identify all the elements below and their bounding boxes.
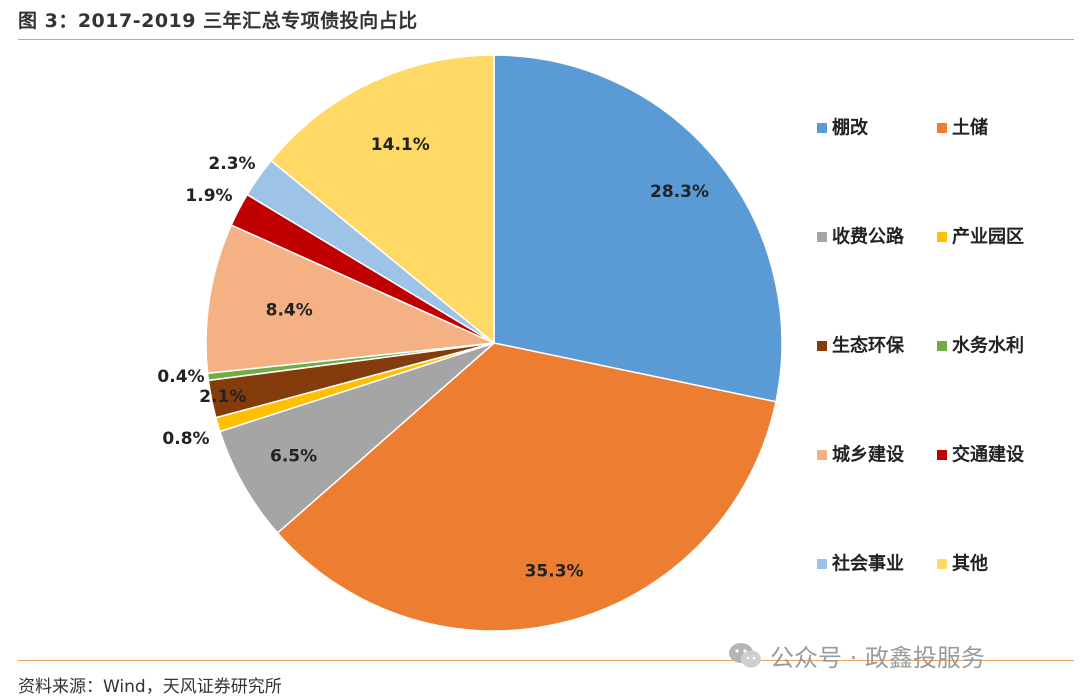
data-label-5: 2.1% — [199, 387, 246, 407]
data-label-8: 1.9% — [185, 186, 232, 206]
legend-item-1: 棚改 — [817, 117, 869, 139]
legend-item-6: 水务水利 — [937, 335, 1024, 357]
legend-swatch — [817, 559, 827, 569]
legend-label: 收费公路 — [832, 226, 905, 248]
data-label-7: 8.4% — [266, 300, 313, 320]
legend-label: 水务水利 — [952, 335, 1024, 357]
legend-item-9: 社会事业 — [817, 553, 904, 575]
data-label-6: 0.4% — [157, 367, 204, 387]
legend-label: 生态环保 — [832, 335, 905, 357]
legend-item-4: 产业园区 — [937, 226, 1024, 248]
legend-swatch — [937, 341, 947, 351]
legend-item-8: 交通建设 — [937, 444, 1024, 466]
legend-label: 社会事业 — [832, 553, 904, 575]
pie-slice-7 — [205, 224, 497, 375]
data-label-4: 0.8% — [162, 429, 209, 449]
figure-title: 图 3：2017-2019 三年汇总专项债投向占比 — [18, 10, 418, 32]
data-label-9: 2.3% — [208, 154, 255, 174]
watermark-text: 公众号 · 政鑫投服务 — [770, 644, 985, 672]
legend-label: 土储 — [952, 117, 988, 139]
legend-label: 产业园区 — [952, 226, 1024, 248]
legend-swatch — [937, 232, 947, 242]
wechat-icon — [729, 642, 761, 667]
pie-slice-1 — [493, 54, 783, 403]
legend-swatch — [817, 232, 827, 242]
legend-swatch — [817, 450, 827, 460]
pie-slice-2 — [276, 342, 777, 632]
data-label-10: 14.1% — [371, 135, 430, 155]
legend-swatch — [937, 123, 947, 133]
title-divider — [18, 39, 1074, 40]
legend-swatch — [817, 123, 827, 133]
pie-data-labels: 28.3% 35.3% 6.5% 0.8% 2.1%0.4% 8.4% 1.9% 2.3% 14… — [157, 135, 709, 581]
legend-item-10: 其他 — [937, 553, 988, 575]
legend-swatch — [937, 450, 947, 460]
watermark: 公众号 · 政鑫投服务 — [728, 638, 985, 673]
legend-swatch — [937, 559, 947, 569]
legend-label: 城乡建设 — [832, 444, 904, 466]
legend-item-2: 土储 — [937, 117, 988, 139]
legend-label: 其他 — [952, 553, 988, 575]
legend-label: 交通建设 — [952, 444, 1024, 466]
source-divider — [18, 660, 1074, 661]
legend-item-7: 城乡建设 — [817, 444, 904, 466]
data-label-2: 35.3% — [525, 561, 584, 581]
pie-slice-10 — [270, 54, 495, 345]
legend-label: 棚改 — [832, 117, 869, 139]
source-note: 资料来源：Wind，天风证券研究所 — [18, 677, 282, 697]
pie-slices — [205, 54, 783, 632]
data-label-1: 28.3% — [650, 182, 709, 202]
legend-item-3: 收费公路 — [817, 226, 905, 248]
pie-slice-3 — [218, 342, 495, 535]
legend-swatch — [817, 341, 827, 351]
legend-item-5: 生态环保 — [817, 335, 905, 357]
data-label-3: 6.5% — [270, 447, 317, 467]
